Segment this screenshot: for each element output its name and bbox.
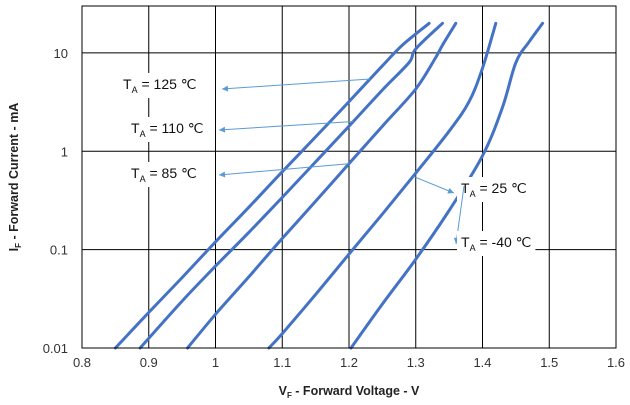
series-line — [186, 21, 458, 350]
series-line — [349, 21, 545, 350]
series-label-background — [457, 231, 536, 256]
series-label-background — [127, 117, 208, 142]
series-line — [267, 21, 498, 350]
series-label: TA = 85 ℃ — [131, 165, 197, 184]
series-label: TA = 125 ℃ — [123, 76, 197, 95]
x-tick-label: 1.1 — [273, 355, 291, 370]
series-lines — [113, 21, 545, 350]
y-tick-label: 10 — [54, 46, 68, 61]
x-tick-label: 1.6 — [607, 355, 625, 370]
y-axis-title: IF - Forward Current - mA — [7, 103, 23, 252]
annotation-arrowhead — [222, 85, 229, 92]
x-tick-label: 1 — [212, 355, 219, 370]
x-tick-label: 0.9 — [140, 355, 158, 370]
tick-labels: 0.8 0.9 1 1.1 1.2 1.3 1.4 1.5 1.6 0.01 0.1 1 10 — [43, 46, 625, 370]
annotation-arrow — [412, 175, 455, 194]
annotation-arrowhead — [219, 171, 226, 178]
series-label: TA = 110 ℃ — [131, 120, 203, 139]
annotations: TA = 125 ℃ TA = 110 ℃ TA = 85 ℃ TA = 25 ℃ TA… — [119, 73, 536, 256]
annotation-arrowhead — [447, 187, 454, 194]
y-tick-label: 0.01 — [43, 341, 68, 356]
x-tick-label: 1.2 — [340, 355, 358, 370]
x-axis-title: VF - Forward Voltage - V — [279, 384, 420, 400]
x-tick-label: 1.4 — [473, 355, 491, 370]
annotation-arrow — [218, 163, 349, 176]
annotation-arrowhead — [219, 126, 226, 133]
series-line — [138, 21, 444, 350]
y-tick-label: 1 — [61, 144, 68, 159]
y-tick-label: 0.1 — [50, 243, 68, 258]
x-tick-label: 1.3 — [407, 355, 425, 370]
series-label-background — [127, 162, 201, 187]
series-label-background — [457, 177, 531, 202]
x-tick-label: 0.8 — [73, 355, 91, 370]
series-label-background — [119, 73, 201, 98]
plot-border — [81, 5, 617, 349]
series-line — [113, 21, 431, 350]
annotation-arrow — [221, 78, 371, 90]
series-label: TA = -40 ℃ — [461, 234, 531, 253]
annotation-arrow — [218, 121, 354, 131]
series-label: TA = 25 ℃ — [461, 180, 527, 199]
x-tick-label: 1.5 — [540, 355, 558, 370]
